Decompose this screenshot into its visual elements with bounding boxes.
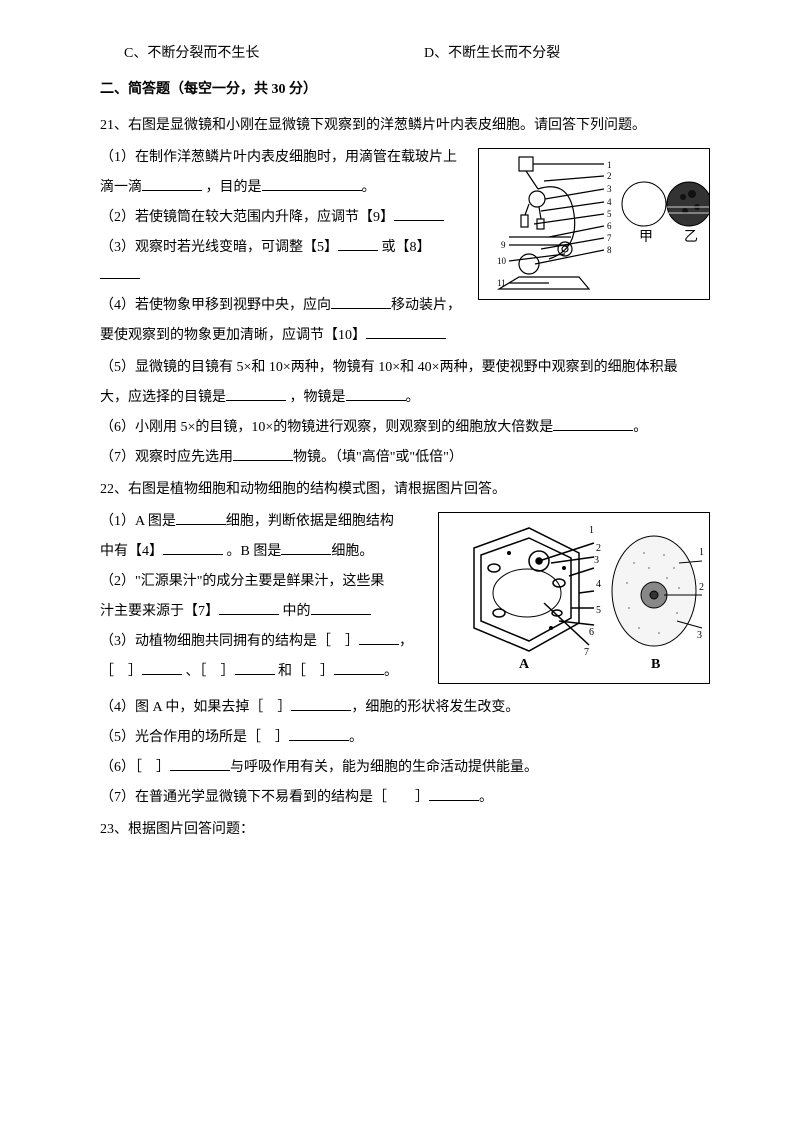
- cells-figure: 1 2 3 4 5 6 7 1 2 3 A B: [438, 512, 710, 684]
- fig2-label-B: B: [651, 651, 660, 679]
- svg-text:4: 4: [596, 579, 601, 590]
- svg-text:5: 5: [596, 605, 601, 616]
- svg-text:3: 3: [697, 630, 702, 641]
- blank: [331, 294, 391, 309]
- q23-stem: 23、根据图片回答问题：: [100, 816, 710, 844]
- blank: [366, 324, 446, 339]
- q20-option-c: C、不断分裂而不生长: [124, 40, 424, 68]
- q22-4: （4）图 A 中，如果去掉［ ］，细胞的形状将发生改变。: [100, 694, 710, 722]
- blank: [334, 660, 384, 675]
- blank: [291, 696, 351, 711]
- q20-option-d: D、不断生长而不分裂: [424, 40, 560, 68]
- blank: [219, 600, 279, 615]
- blank: [359, 630, 399, 645]
- blank: [170, 756, 230, 771]
- fig1-label-jia: 甲: [639, 230, 653, 245]
- svg-text:6: 6: [607, 221, 612, 231]
- q22-6: （6）［ ］与呼吸作用有关，能为细胞的生命活动提供能量。: [100, 754, 710, 782]
- svg-text:11: 11: [497, 278, 506, 288]
- q21-7: （7）观察时应先选用物镜。（填"高倍"或"低倍"）: [100, 444, 710, 472]
- svg-text:6: 6: [589, 627, 594, 638]
- section-2-title: 二、简答题（每空一分，共 30 分）: [100, 76, 710, 104]
- q21-4-line2: 要使观察到的物象更加清晰，应调节【10】: [100, 322, 710, 350]
- svg-text:9: 9: [501, 240, 506, 250]
- q22-7: （7）在普通光学显微镜下不易看到的结构是［ ］。: [100, 784, 710, 812]
- svg-text:4: 4: [607, 197, 612, 207]
- blank: [394, 206, 444, 221]
- blank: [346, 386, 406, 401]
- svg-text:3: 3: [607, 184, 612, 194]
- blank: [262, 176, 362, 191]
- blank: [289, 726, 349, 741]
- svg-text:3: 3: [594, 555, 599, 566]
- svg-text:2: 2: [607, 171, 612, 181]
- svg-text:1: 1: [699, 547, 704, 558]
- blank: [176, 510, 226, 525]
- blank: [429, 786, 479, 801]
- blank: [226, 386, 286, 401]
- svg-text:2: 2: [596, 543, 601, 554]
- blank: [142, 176, 202, 191]
- blank: [233, 446, 293, 461]
- blank: [235, 660, 275, 675]
- blank: [553, 416, 633, 431]
- q21-6: （6）小刚用 5×的目镜，10×的物镜进行观察，则观察到的细胞放大倍数是。: [100, 414, 710, 442]
- q21-5-line1: （5）显微镜的目镜有 5×和 10×两种，物镜有 10×和 40×两种，要使视野…: [100, 354, 710, 382]
- blank: [311, 600, 371, 615]
- blank: [338, 236, 378, 251]
- q21-stem: 21、右图是显微镜和小刚在显微镜下观察到的洋葱鳞片叶内表皮细胞。请回答下列问题。: [100, 112, 710, 140]
- svg-text:7: 7: [607, 233, 612, 243]
- q22-5: （5）光合作用的场所是［ ］。: [100, 724, 710, 752]
- fig2-label-A: A: [519, 651, 529, 679]
- blank: [100, 264, 140, 279]
- q21-5-line2: 大，应选择的目镜是 ，物镜是。: [100, 384, 710, 412]
- svg-text:1: 1: [589, 525, 594, 536]
- svg-text:10: 10: [497, 256, 507, 266]
- svg-text:8: 8: [607, 245, 612, 255]
- svg-text:5: 5: [607, 209, 612, 219]
- blank: [281, 540, 331, 555]
- svg-text:7: 7: [584, 647, 589, 658]
- blank: [142, 660, 182, 675]
- svg-text:1: 1: [607, 160, 612, 170]
- blank: [163, 540, 223, 555]
- microscope-figure: 1 2 3 4 5 6 7 8 9 10 11 甲 乙: [478, 148, 710, 300]
- svg-text:2: 2: [699, 582, 704, 593]
- q22-stem: 22、右图是植物细胞和动物细胞的结构模式图，请根据图片回答。: [100, 476, 710, 504]
- fig1-label-yi: 乙: [684, 229, 698, 245]
